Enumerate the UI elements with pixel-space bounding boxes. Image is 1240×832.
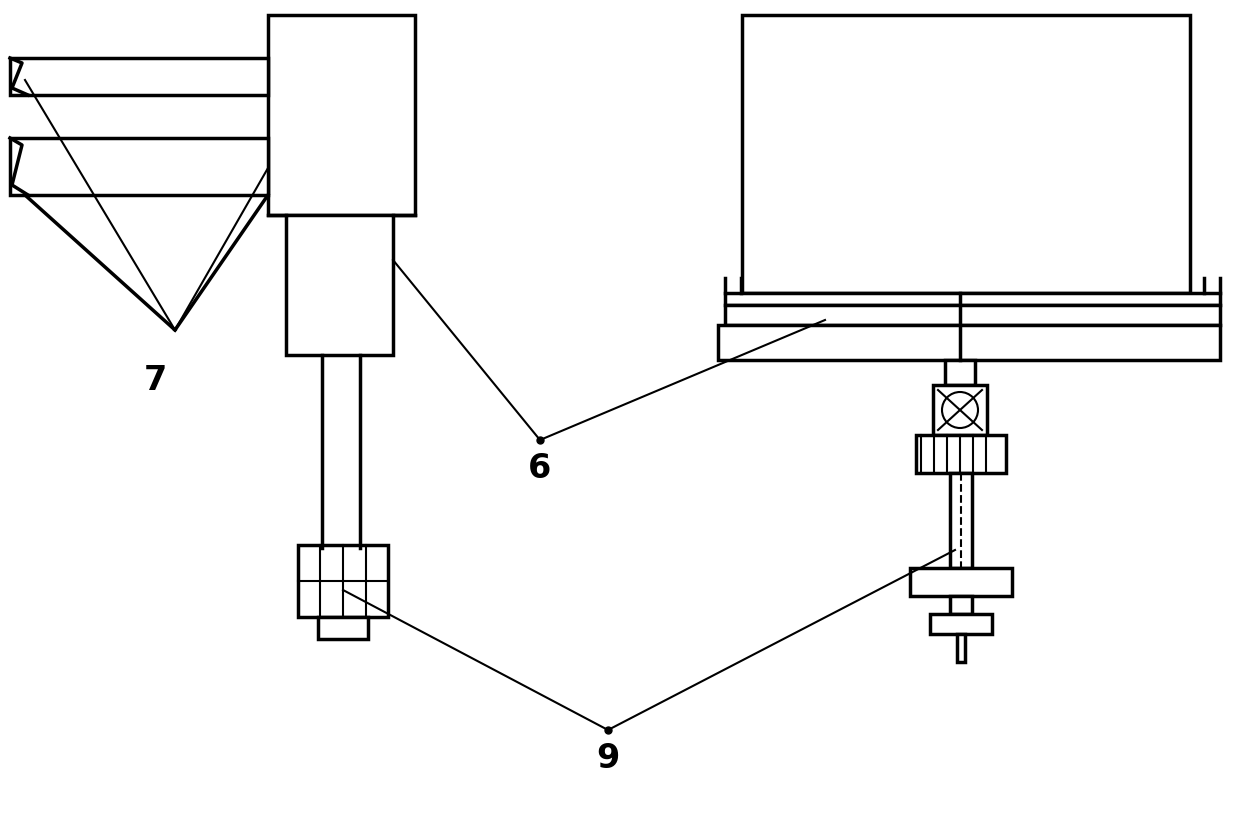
Bar — [945, 360, 975, 385]
Bar — [742, 15, 1190, 293]
Text: 7: 7 — [144, 364, 166, 397]
Bar — [268, 15, 415, 215]
Bar — [298, 545, 388, 617]
Bar — [10, 138, 268, 195]
Bar — [910, 568, 1012, 596]
Bar — [725, 305, 1220, 325]
Bar — [930, 614, 992, 634]
Text: 9: 9 — [596, 741, 620, 775]
Bar — [957, 634, 965, 662]
Bar — [950, 473, 972, 568]
Bar — [317, 617, 368, 639]
Bar — [932, 385, 987, 435]
Bar — [950, 596, 972, 614]
Bar — [916, 435, 1006, 473]
Bar — [725, 293, 1220, 305]
Bar — [10, 58, 268, 95]
Text: 6: 6 — [528, 452, 552, 484]
Bar — [286, 215, 393, 355]
Bar — [718, 325, 1220, 360]
